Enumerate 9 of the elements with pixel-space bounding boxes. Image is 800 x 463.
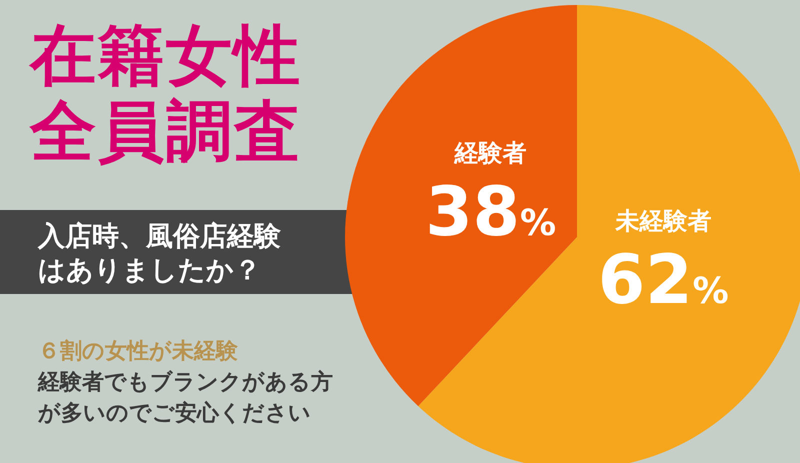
slice-label: 経験者 — [454, 138, 527, 167]
data-label: 38% — [425, 172, 556, 252]
data-label: 62% — [598, 241, 729, 320]
text: が多いのでご安心ください — [38, 400, 312, 428]
text: ６割の女性が未経験 — [38, 338, 239, 366]
slice-label: 未経験者 — [614, 207, 712, 236]
text: 入店時、風俗店経験はありましたか？ — [38, 220, 282, 288]
text: 経験者でもブランクがある方 — [38, 368, 333, 397]
text: 在籍女性全員調査 — [30, 17, 303, 170]
